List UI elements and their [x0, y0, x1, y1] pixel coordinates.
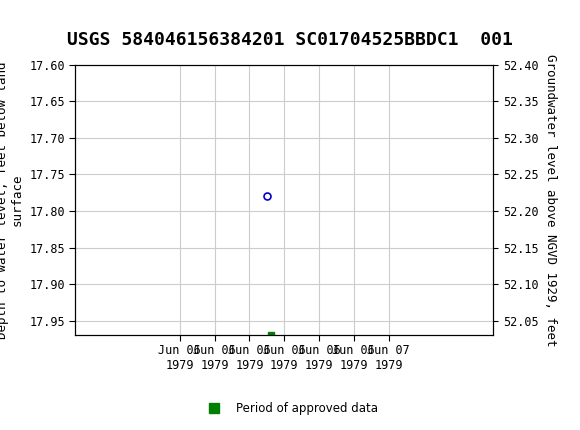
- Text: USGS 584046156384201 SC01704525BBDC1  001: USGS 584046156384201 SC01704525BBDC1 001: [67, 31, 513, 49]
- Legend: Period of approved data: Period of approved data: [198, 397, 382, 420]
- Y-axis label: Depth to water level, feet below land
surface: Depth to water level, feet below land su…: [0, 61, 24, 339]
- Y-axis label: Groundwater level above NGVD 1929, feet: Groundwater level above NGVD 1929, feet: [544, 54, 557, 346]
- Text: ≡USGS: ≡USGS: [12, 12, 99, 33]
